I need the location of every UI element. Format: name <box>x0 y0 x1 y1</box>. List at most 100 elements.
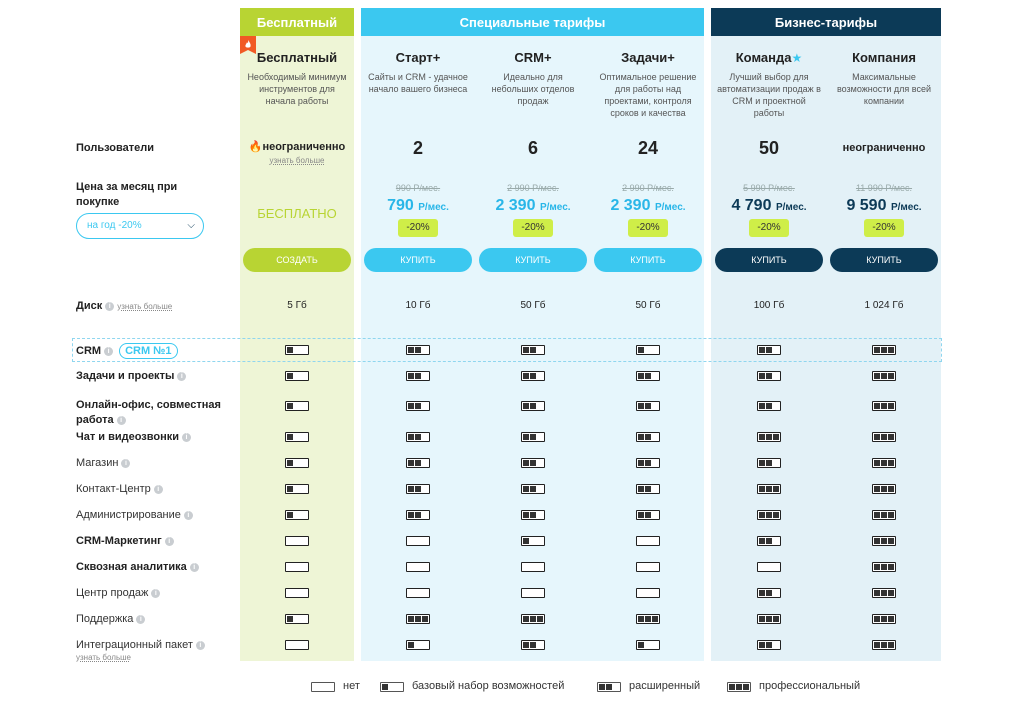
level-indicator <box>285 510 309 520</box>
old-price-5: 11 990 Р/мес. <box>855 183 913 193</box>
legend-basic-icon <box>380 682 404 692</box>
level-indicator <box>872 588 896 598</box>
level-indicator <box>872 432 896 442</box>
info-icon[interactable]: i <box>177 372 187 381</box>
level-indicator <box>406 614 430 624</box>
level-indicator <box>757 432 781 442</box>
buy-button-1[interactable]: КУПИТЬ <box>364 248 472 272</box>
feature-label-11: Интеграционный пакет i узнать больше <box>76 639 205 663</box>
level-indicator <box>285 401 309 411</box>
info-icon[interactable]: i <box>104 346 114 356</box>
level-indicator <box>285 614 309 624</box>
level-indicator <box>406 588 430 598</box>
info-icon[interactable]: i <box>116 416 126 425</box>
disk-value-3: 50 Гб <box>635 300 661 311</box>
level-indicator <box>872 510 896 520</box>
legend-pro: профессиональный <box>759 680 861 692</box>
level-indicator <box>636 401 660 411</box>
disk-label: Диск i узнать больше <box>76 300 173 312</box>
level-indicator <box>636 614 660 624</box>
level-indicator <box>521 458 545 468</box>
old-price-1: 990 Р/мес. <box>395 183 441 193</box>
level-indicator <box>872 371 896 381</box>
price-unit: Р/мес. <box>775 202 807 213</box>
buy-button-4[interactable]: КУПИТЬ <box>715 248 823 272</box>
plan-name-3: Задачи+ <box>621 50 675 65</box>
level-indicator <box>872 640 896 650</box>
info-icon[interactable]: i <box>182 433 192 442</box>
level-indicator <box>285 345 309 355</box>
star-icon: ★ <box>791 51 803 65</box>
plan-name-0: Бесплатный <box>256 50 338 65</box>
level-indicator <box>285 536 309 546</box>
level-indicator <box>757 401 781 411</box>
level-indicator <box>521 640 545 650</box>
level-indicator <box>521 614 545 624</box>
info-icon[interactable]: i <box>153 485 163 494</box>
legend-extended: расширенный <box>629 680 701 692</box>
info-icon[interactable]: i <box>151 589 161 598</box>
level-indicator <box>636 510 660 520</box>
info-icon[interactable]: i <box>164 537 174 546</box>
level-indicator <box>406 345 430 355</box>
users-label: Пользователи <box>76 142 155 154</box>
level-indicator <box>636 536 660 546</box>
period-select[interactable]: на год -20% ⌵ <box>76 213 204 239</box>
buy-button-2[interactable]: КУПИТЬ <box>479 248 587 272</box>
new-price-2: 2 390 Р/мес. <box>495 197 571 214</box>
level-indicator <box>285 432 309 442</box>
level-indicator <box>757 614 781 624</box>
price-unit: Р/мес. <box>890 202 922 213</box>
level-indicator <box>757 345 781 355</box>
level-indicator <box>521 345 545 355</box>
price-label: Цена за месяц при покупке <box>76 181 178 208</box>
feature-label-5: Контакт-Центр i <box>76 483 163 495</box>
discount-badge-2: -20% <box>513 219 553 237</box>
level-indicator <box>757 371 781 381</box>
disk-learn-more-link[interactable]: узнать больше <box>117 302 173 311</box>
level-indicator <box>757 536 781 546</box>
disk-value-5: 1 024 Гб <box>864 300 904 311</box>
feature-label-2: Онлайн-офис, совместная работа i <box>76 399 221 426</box>
discount-badge-4: -20% <box>749 219 789 237</box>
level-indicator <box>757 510 781 520</box>
info-icon[interactable]: i <box>189 563 199 572</box>
old-price-3: 2 990 Р/мес. <box>622 183 674 193</box>
info-icon[interactable]: i <box>183 511 193 520</box>
level-indicator <box>406 562 430 572</box>
users-learn-more-link[interactable]: узнать больше <box>269 156 325 165</box>
feature-label-9: Центр продаж i <box>76 587 161 599</box>
level-indicator <box>406 536 430 546</box>
plan-desc-1: Сайты и CRM - удачное начало вашего бизн… <box>368 72 468 94</box>
integration-learn-more-link[interactable]: узнать больше <box>76 653 131 662</box>
discount-badge-5: -20% <box>864 219 904 237</box>
info-icon[interactable]: i <box>136 615 146 624</box>
plan-desc-3: Оптимальное решение для работы над проек… <box>599 72 697 118</box>
level-indicator <box>636 562 660 572</box>
buy-button-3[interactable]: КУПИТЬ <box>594 248 702 272</box>
level-indicator <box>757 640 781 650</box>
level-indicator <box>285 458 309 468</box>
info-icon[interactable]: i <box>121 459 131 468</box>
plan-desc-2: Идеально для небольших отделов продаж <box>491 72 575 106</box>
legend-pro-icon <box>727 682 751 692</box>
users-value-4: 50 <box>758 138 780 158</box>
feature-label-10: Поддержка i <box>76 613 146 625</box>
legend-basic: базовый набор возможностей <box>412 680 565 692</box>
level-indicator <box>757 588 781 598</box>
create-button[interactable]: СОЗДАТЬ <box>243 248 351 272</box>
discount-badge-3: -20% <box>628 219 668 237</box>
level-indicator <box>521 510 545 520</box>
level-indicator <box>285 640 309 650</box>
plan-name-4: Команда★ <box>735 50 803 65</box>
info-icon[interactable]: i <box>195 641 205 650</box>
level-indicator <box>872 458 896 468</box>
feature-label-7: CRM-Маркетинг i <box>76 535 174 547</box>
special-column-bg <box>361 8 704 661</box>
info-icon[interactable]: i <box>105 302 115 311</box>
buy-button-5[interactable]: КУПИТЬ <box>830 248 938 272</box>
level-indicator <box>636 484 660 494</box>
feature-label-0: CRM i CRM №1 <box>76 343 178 359</box>
crm-row-highlight <box>72 338 942 362</box>
users-free-value: 🔥неограниченно <box>248 141 346 153</box>
